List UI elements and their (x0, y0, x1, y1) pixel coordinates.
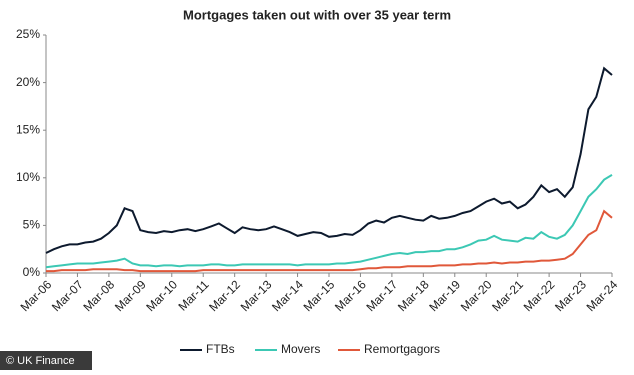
x-tick-label: Mar-15 (301, 277, 338, 314)
x-tick-label: Mar-06 (18, 277, 55, 314)
legend-label: FTBs (206, 342, 235, 356)
x-tick-label: Mar-19 (426, 277, 463, 314)
y-tick-label: 5% (23, 218, 41, 232)
x-tick-label: Mar-07 (49, 277, 86, 314)
chart-title: Mortgages taken out with over 35 year te… (183, 7, 451, 22)
x-tick-label: Mar-09 (112, 277, 149, 314)
y-tick-label: 20% (16, 75, 40, 89)
series-line (45, 66, 613, 254)
x-tick-label: Mar-17 (363, 277, 400, 314)
legend-label: Movers (281, 342, 320, 356)
x-tick-label: Mar-18 (395, 277, 432, 314)
x-tick-label: Mar-10 (143, 277, 180, 314)
series-line (46, 209, 613, 273)
x-tick-label: Mar-13 (238, 277, 275, 314)
source-box (0, 351, 92, 370)
x-tick-label: Mar-22 (521, 277, 558, 314)
x-tick-label: Mar-12 (206, 277, 243, 314)
x-tick-label: Mar-21 (489, 277, 526, 314)
x-tick-label: Mar-24 (584, 277, 621, 314)
x-tick-label: Mar-16 (332, 277, 369, 314)
x-tick-label: Mar-08 (80, 277, 117, 314)
x-tick-label: Mar-23 (552, 277, 589, 314)
y-tick-label: 25% (16, 27, 40, 41)
source: © UK Finance (6, 355, 75, 367)
x-tick-label: Mar-20 (458, 277, 495, 314)
y-tick-label: 15% (16, 122, 40, 136)
x-tick-label: Mar-11 (175, 277, 211, 313)
series-line (45, 174, 613, 269)
y-tick-label: 10% (16, 170, 40, 184)
y-tick-label: 0% (23, 265, 41, 279)
x-tick-label: Mar-14 (269, 277, 306, 314)
legend-label: Remortgagors (364, 342, 440, 356)
